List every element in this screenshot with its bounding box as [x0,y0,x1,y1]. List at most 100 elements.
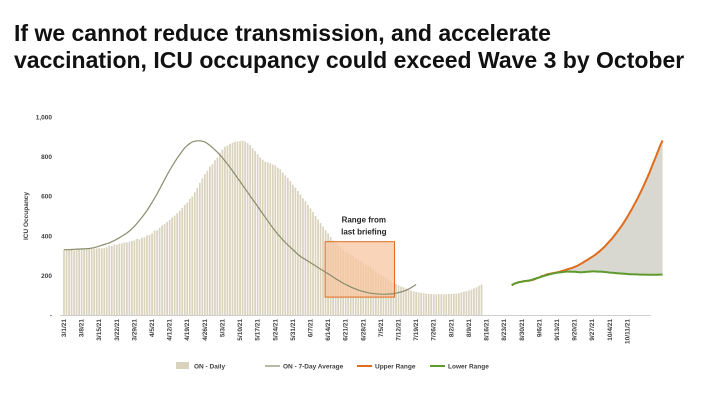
daily-bar [450,294,453,315]
y-tick-label: - [50,313,52,320]
daily-bar [307,204,309,315]
daily-bar [473,288,475,315]
daily-bar [85,249,88,315]
daily-bar [178,210,181,315]
daily-bar [281,172,284,315]
legend-label: Lower Range [448,364,489,371]
last-briefing-annotation: Range from last briefing [324,216,396,298]
daily-bar [470,289,473,315]
daily-bar [224,146,226,315]
projection-range [511,140,663,286]
daily-bar [452,293,455,315]
annotation-text-line: last briefing [341,228,386,237]
daily-bar [304,201,307,315]
x-tick-label: 4/12/21 [167,319,174,341]
daily-bar [427,294,430,315]
daily-bar [478,285,480,315]
daily-bar [463,291,465,315]
last-briefing-range-box [324,241,396,298]
daily-bar [183,204,186,315]
legend: ON - Daily ON - 7-Day Average Upper Range L… [176,362,489,371]
daily-bar [465,291,468,315]
legend-swatch-bar [176,362,189,369]
daily-bar [100,248,103,315]
daily-bar [83,249,85,315]
daily-bar [110,246,113,315]
daily-bar [425,293,428,315]
daily-bar [93,248,96,315]
daily-bar [141,237,143,315]
daily-bar [435,294,438,315]
daily-bar [146,235,148,315]
daily-bar [445,294,448,315]
daily-bar [226,145,229,315]
daily-bar [131,240,133,315]
daily-bar [161,225,163,315]
daily-bar [126,242,128,315]
daily-bar [88,248,91,315]
x-tick-label: 5/17/21 [255,319,262,341]
daily-bar [241,140,244,315]
daily-bar [415,292,417,315]
x-tick-label: 6/14/21 [325,319,332,341]
x-tick-label: 9/27/21 [589,319,596,341]
daily-bar [458,293,460,315]
daily-bar [166,221,168,315]
daily-bar [63,249,65,315]
x-tick-label: 9/6/21 [536,319,543,337]
daily-bar [108,245,111,315]
x-tick-label: 8/30/21 [519,319,526,341]
slide-title: If we cannot reduce transmission, and ac… [14,20,685,74]
daily-bar [442,294,445,315]
daily-bar [299,194,302,315]
daily-bar [480,284,483,315]
x-tick-label: 8/16/21 [484,319,491,341]
daily-bar [239,141,241,315]
daily-bar [302,198,304,315]
x-tick-label: 5/10/21 [237,319,244,341]
daily-bar [211,164,214,315]
daily-bar [266,162,269,315]
daily-bar [80,249,83,315]
daily-bar [201,178,204,315]
daily-bar [430,294,433,315]
daily-bar [276,167,279,315]
daily-bar [191,196,194,315]
daily-bar [113,244,116,315]
daily-bar [143,237,146,315]
daily-bar [432,294,435,315]
daily-bar [309,208,312,315]
daily-bar [274,165,277,315]
daily-bar [392,282,395,315]
daily-bar [236,141,239,315]
daily-bar [405,288,407,315]
daily-bar [221,149,224,315]
daily-bar [269,163,272,315]
x-tick-label: 3/8/21 [79,319,86,337]
x-tick-label: 8/2/21 [448,319,455,337]
daily-bar [234,141,236,315]
series-line-on-7-day-average [64,140,417,295]
title-line-1: If we cannot reduce transmission, and ac… [14,20,551,46]
daily-bar [105,247,108,315]
daily-bar [128,241,131,315]
x-tick-label: 5/24/21 [272,319,279,341]
x-tick-label: 5/3/21 [220,319,227,337]
daily-bar [138,239,141,315]
daily-bar [78,249,80,315]
daily-bar [286,177,289,315]
daily-bar [249,145,251,315]
x-tick-label: 3/22/21 [114,319,121,341]
daily-bar [312,212,314,315]
daily-bar [163,223,166,315]
daily-bar [65,249,68,315]
daily-bar [103,248,106,315]
daily-bar [123,242,126,315]
daily-bar [120,243,123,315]
daily-bar [410,290,412,315]
daily-bar [475,287,478,315]
x-tick-label: 3/1/21 [61,319,68,337]
daily-bar [90,249,93,315]
title-line-2: vaccination, ICU occupancy could exceed … [14,47,685,73]
daily-bar [98,248,101,315]
